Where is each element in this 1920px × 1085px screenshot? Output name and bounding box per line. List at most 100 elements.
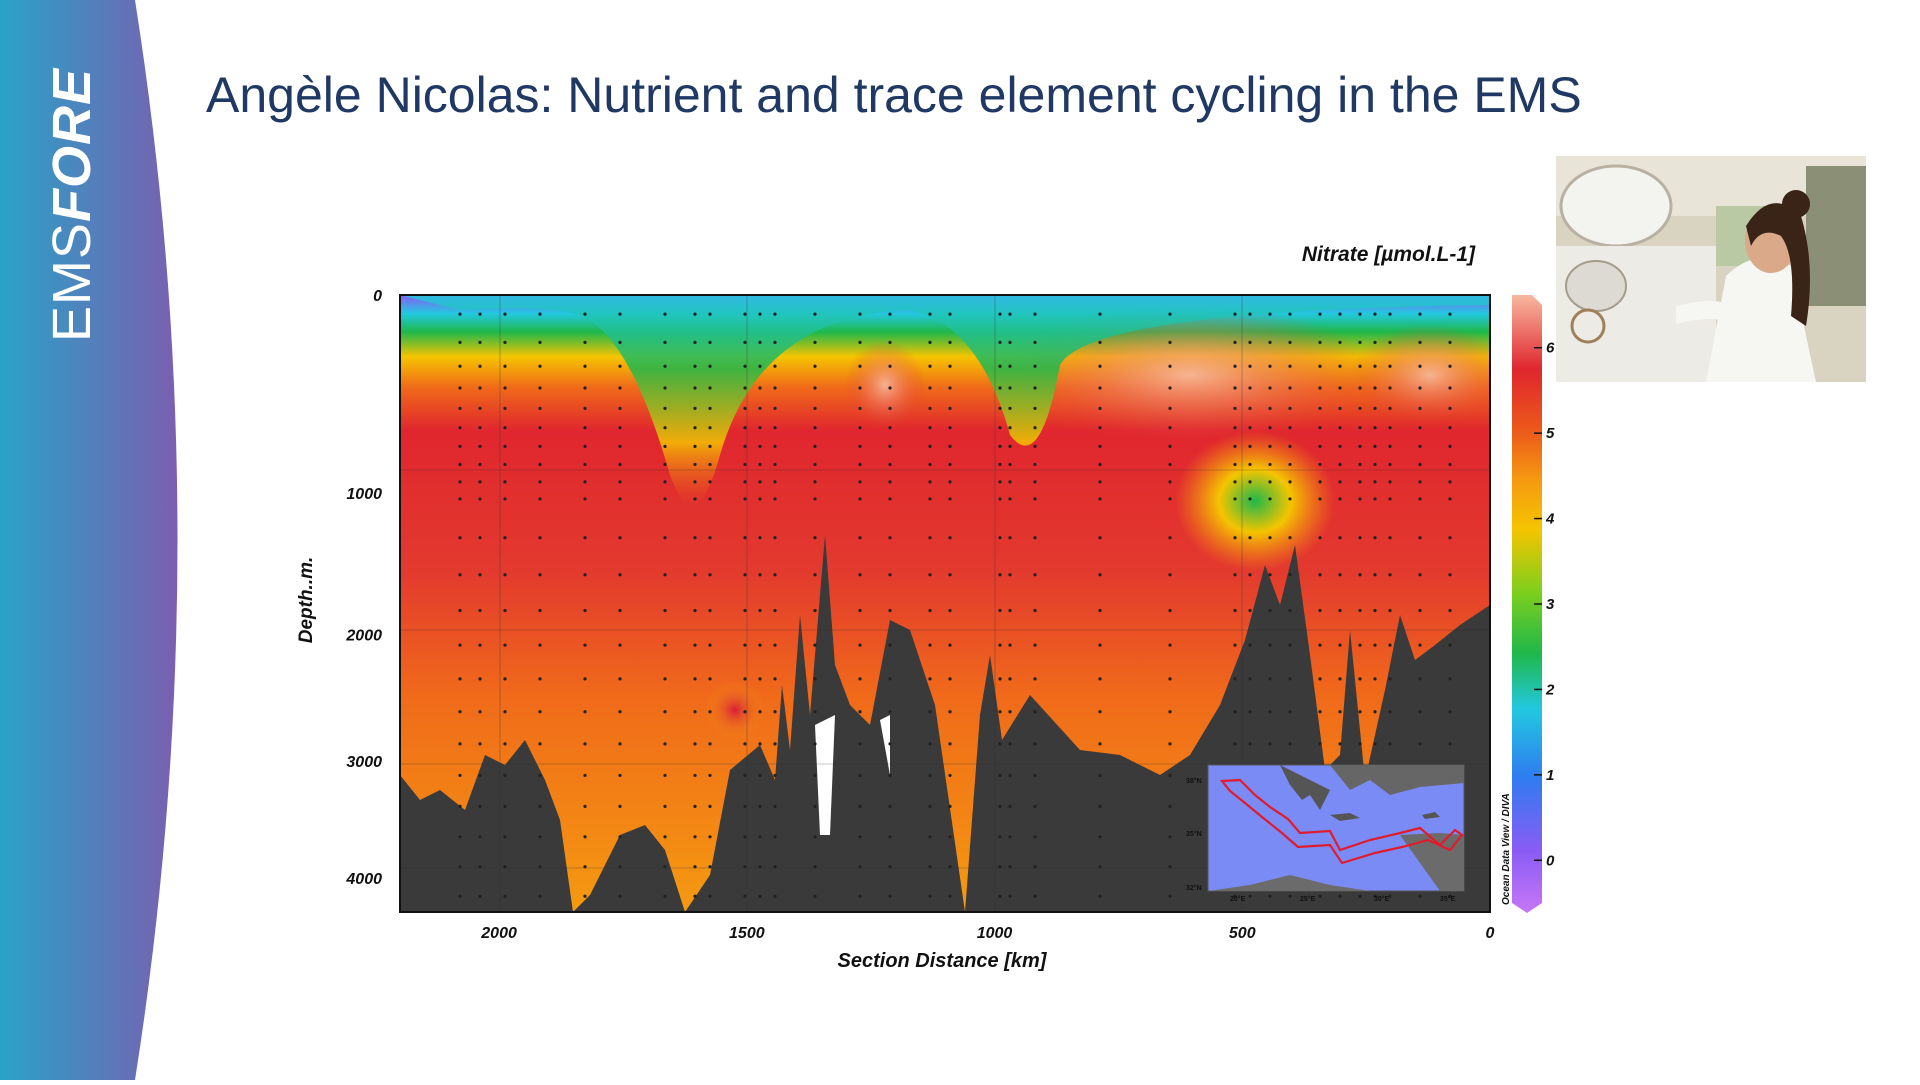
sample-dot <box>1168 865 1172 869</box>
sample-dot <box>1168 444 1172 449</box>
sample-dot <box>1318 364 1322 368</box>
sample-dot <box>1098 426 1102 430</box>
sample-dot <box>478 710 482 714</box>
sample-dot <box>693 340 697 344</box>
sample-dot <box>1373 608 1377 613</box>
sample-dot <box>758 865 762 869</box>
sample-dot <box>663 773 667 778</box>
sample-dot <box>1033 643 1037 647</box>
sample-dot <box>1288 480 1292 484</box>
sample-dot <box>1358 742 1362 746</box>
sample-dot <box>458 835 462 839</box>
sample-dot <box>693 312 697 316</box>
sample-dot <box>928 804 932 808</box>
sample-dot <box>1358 536 1362 540</box>
y-tick-label: 2000 <box>345 628 382 645</box>
sample-dot <box>888 444 892 449</box>
sample-dot <box>1338 444 1342 449</box>
sample-dot <box>1448 386 1452 390</box>
sample-dot <box>1338 462 1342 467</box>
sample-dot <box>458 340 462 344</box>
sample-dot <box>538 536 542 540</box>
sample-dot <box>1288 573 1292 577</box>
sample-dot <box>813 742 817 746</box>
sample-dot <box>858 312 862 316</box>
sample-dot <box>1388 386 1392 390</box>
sample-dot <box>773 426 777 430</box>
sample-dot <box>1448 643 1452 647</box>
sample-dot <box>1388 608 1392 613</box>
sample-dot <box>1098 835 1102 839</box>
sample-dot <box>743 742 747 746</box>
sample-dot <box>948 894 952 898</box>
sample-dot <box>1268 677 1272 681</box>
sample-dot <box>1388 536 1392 540</box>
sample-dot <box>948 426 952 430</box>
sample-dot <box>813 340 817 344</box>
sample-dot <box>758 573 762 577</box>
sample-dot <box>1233 386 1237 390</box>
sample-dot <box>813 426 817 430</box>
sample-dot <box>928 536 932 540</box>
sample-dot <box>1248 406 1252 410</box>
sample-dot <box>928 710 932 714</box>
sample-dot <box>773 312 777 316</box>
sample-dot <box>1358 497 1362 501</box>
sample-dot <box>1033 894 1037 898</box>
sample-dot <box>1373 312 1377 316</box>
sample-dot <box>1388 312 1392 316</box>
map-lat-38: 38°N <box>1186 777 1202 785</box>
sample-dot <box>1168 573 1172 577</box>
sample-dot <box>1288 406 1292 410</box>
sample-dot <box>928 406 932 410</box>
sample-dot <box>888 340 892 344</box>
sample-dot <box>1373 497 1377 501</box>
sample-dot <box>618 497 622 501</box>
sample-dot <box>478 608 482 613</box>
sample-dot <box>1358 573 1362 577</box>
sample-dot <box>1288 608 1292 613</box>
sample-dot <box>773 462 777 467</box>
sample-dot <box>928 677 932 681</box>
sample-dot <box>1168 677 1172 681</box>
sample-dot <box>773 386 777 390</box>
sample-dot <box>693 773 697 778</box>
sample-dot <box>618 894 622 898</box>
sample-dot <box>1168 536 1172 540</box>
sample-dot <box>998 677 1002 681</box>
sample-dot <box>743 804 747 808</box>
sample-dot <box>1338 426 1342 430</box>
sample-dot <box>813 865 817 869</box>
sample-dot <box>478 677 482 681</box>
y-tick-label: 3000 <box>346 754 382 771</box>
sample-dot <box>1358 364 1362 368</box>
sample-dot <box>743 643 747 647</box>
sample-dot <box>1388 742 1392 746</box>
sample-dot <box>1248 444 1252 449</box>
sample-dot <box>858 742 862 746</box>
sample-dot <box>1033 386 1037 390</box>
sample-dot <box>998 773 1002 778</box>
sample-dot <box>1288 462 1292 467</box>
sample-dot <box>813 894 817 898</box>
sample-dot <box>1418 406 1422 410</box>
sample-dot <box>858 835 862 839</box>
sample-dot <box>663 444 667 449</box>
sample-dot <box>998 536 1002 540</box>
sample-dot <box>583 710 587 714</box>
sample-dot <box>998 865 1002 869</box>
sample-dot <box>743 894 747 898</box>
sample-dot <box>1098 643 1102 647</box>
sample-dot <box>458 406 462 410</box>
sample-dot <box>928 573 932 577</box>
sample-dot <box>618 462 622 467</box>
sample-dot <box>1338 340 1342 344</box>
nitrate-section-figure: 38°N 35°N 32°N 20°E 25°E 30°E 35°E Nitra… <box>290 235 1570 1005</box>
sample-dot <box>928 643 932 647</box>
sample-dot <box>813 835 817 839</box>
sample-dot <box>458 312 462 316</box>
colorbar-tick-label: 1 <box>1546 767 1554 784</box>
sample-dot <box>998 497 1002 501</box>
sample-dot <box>1448 406 1452 410</box>
sample-dot <box>663 710 667 714</box>
